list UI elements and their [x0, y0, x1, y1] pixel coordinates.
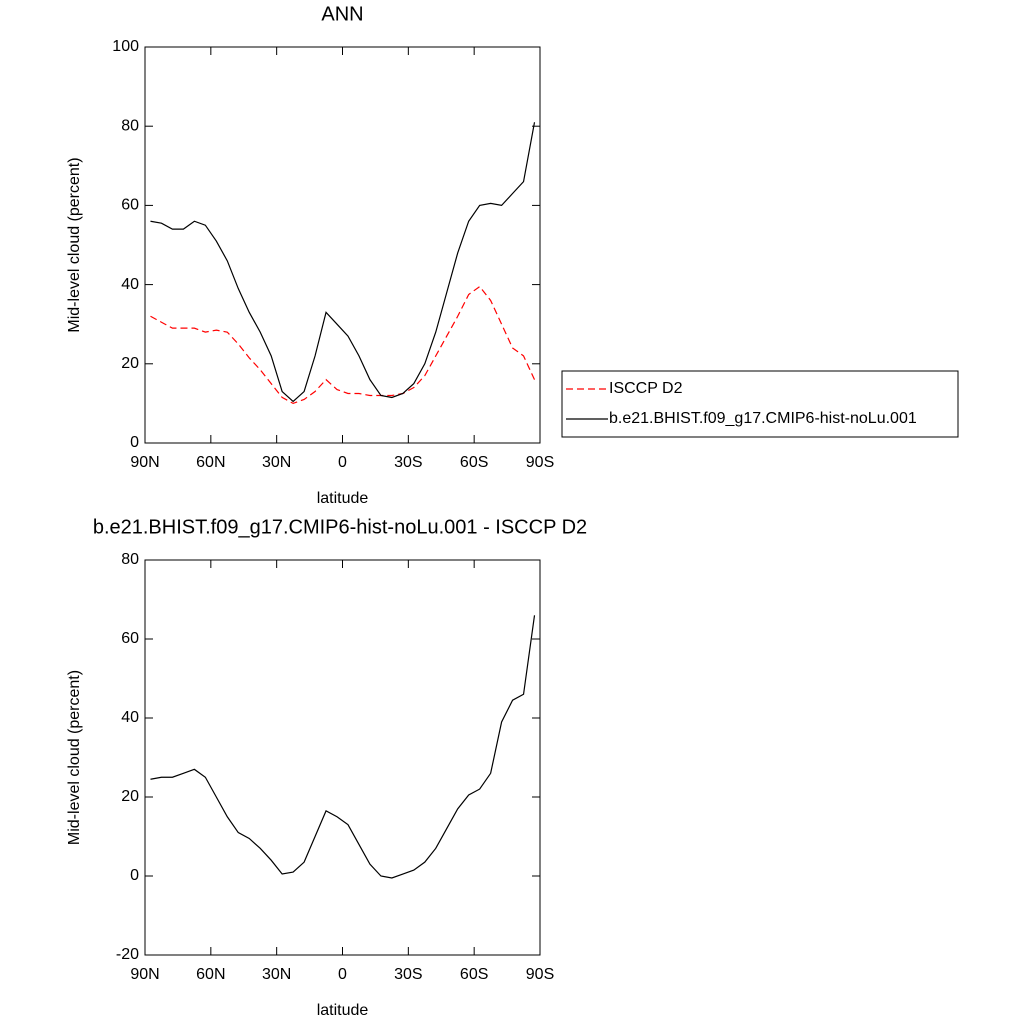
x-tick-label: 90N: [130, 966, 159, 983]
y-tick-label: 0: [130, 434, 139, 451]
y-tick-label: 80: [121, 117, 139, 134]
x-tick-label: 90S: [526, 966, 554, 983]
y-tick-label: 40: [121, 276, 139, 293]
x-tick-label: 30N: [262, 454, 291, 471]
x-axis-label: latitude: [317, 1002, 369, 1019]
x-tick-label: 30S: [394, 966, 422, 983]
data-line: [150, 122, 536, 403]
y-tick-label: 20: [121, 355, 139, 372]
y-tick-label: 80: [121, 551, 139, 568]
x-axis-label: latitude: [317, 490, 369, 507]
y-tick-label: 40: [121, 709, 139, 726]
y-tick-label: 60: [121, 630, 139, 647]
y-tick-label: 0: [130, 867, 139, 884]
y-tick-label: 20: [121, 788, 139, 805]
x-tick-label: 0: [338, 966, 347, 983]
x-tick-label: 0: [338, 454, 347, 471]
x-tick-label: 60S: [460, 966, 488, 983]
plot-frame: [144, 46, 541, 444]
y-tick-label: 100: [112, 38, 139, 55]
x-tick-label: 90S: [526, 454, 554, 471]
x-tick-label: 60N: [196, 454, 225, 471]
y-tick-label: 60: [121, 197, 139, 214]
legend-label: ISCCP D2: [609, 380, 683, 397]
legend-box: [561, 370, 959, 438]
data-line: [150, 615, 536, 879]
y-axis-label: Mid-level cloud (percent): [66, 670, 83, 845]
x-tick-label: 60S: [460, 454, 488, 471]
y-axis-label: Mid-level cloud (percent): [66, 157, 83, 332]
y-tick-label: -20: [116, 946, 139, 963]
x-tick-label: 30S: [394, 454, 422, 471]
chart-title: ANN: [321, 3, 363, 25]
data-line: [150, 285, 536, 405]
x-tick-label: 30N: [262, 966, 291, 983]
x-tick-label: 60N: [196, 966, 225, 983]
x-tick-label: 90N: [130, 454, 159, 471]
plot-frame: [144, 559, 541, 956]
chart-title: b.e21.BHIST.f09_g17.CMIP6-hist-noLu.001 …: [93, 516, 587, 538]
legend-label: b.e21.BHIST.f09_g17.CMIP6-hist-noLu.001: [609, 410, 917, 427]
